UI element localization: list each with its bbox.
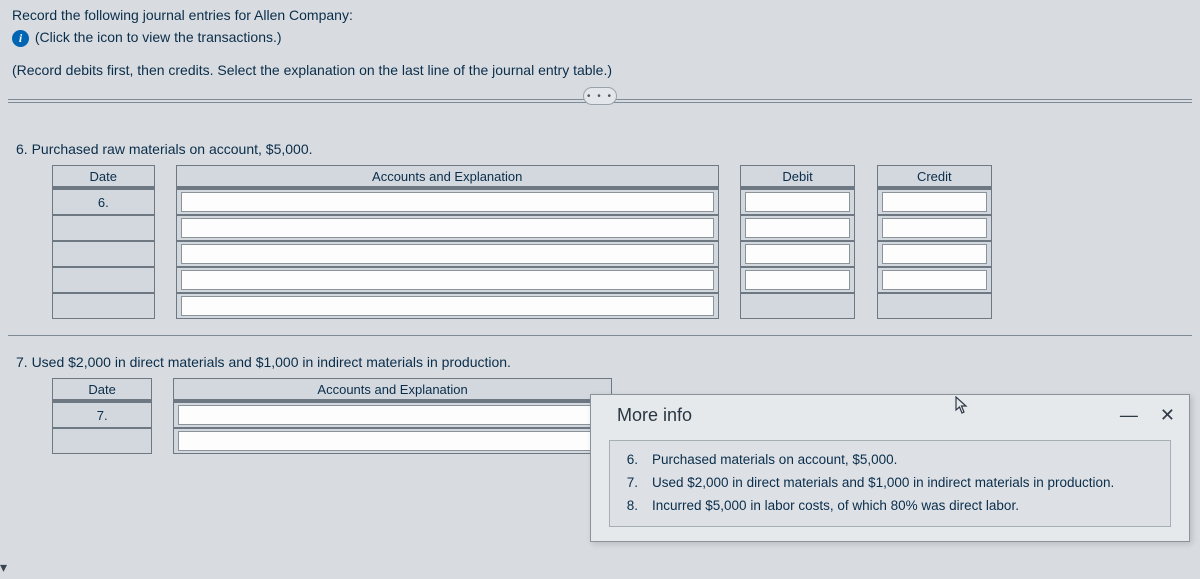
credit-input[interactable] (882, 244, 987, 264)
cell-debit (740, 241, 855, 267)
cursor-icon (955, 396, 971, 419)
scroll-down-icon[interactable]: ▾ (0, 559, 7, 576)
cell-credit (877, 241, 992, 267)
instruction-line-2-text: (Click the icon to view the transactions… (35, 29, 282, 45)
header-date: Date (52, 378, 152, 402)
gap (719, 165, 740, 189)
table-row (52, 241, 992, 267)
debit-input[interactable] (745, 244, 850, 264)
journal-table-7: Date Accounts and Explanation 7. (52, 378, 612, 454)
minimize-icon[interactable]: — (1120, 405, 1138, 426)
section-6: 6. Purchased raw materials on account, $… (16, 141, 1184, 319)
popup-row: 8. Incurred $5,000 in labor costs, of wh… (620, 495, 1160, 518)
table-row (52, 267, 992, 293)
cell-account (176, 189, 719, 215)
table-header-row: Date Accounts and Explanation Debit Cred… (52, 165, 992, 189)
cell-account (176, 215, 719, 241)
header-accounts: Accounts and Explanation (176, 165, 719, 189)
cell-credit (877, 189, 992, 215)
popup-row-text: Purchased materials on account, $5,000. (652, 449, 897, 472)
popup-content-box: 6. Purchased materials on account, $5,00… (609, 440, 1171, 527)
gap (155, 165, 176, 189)
popup-row: 7. Used $2,000 in direct materials and $… (620, 472, 1160, 495)
cell-account (173, 402, 612, 428)
account-select[interactable] (178, 431, 607, 451)
cell-account (176, 241, 719, 267)
popup-row-num: 8. (620, 495, 638, 518)
table-header-row: Date Accounts and Explanation (52, 378, 612, 402)
account-select[interactable] (181, 296, 714, 316)
more-info-popup: More info — ✕ 6. Purchased materials on … (590, 394, 1190, 542)
info-icon[interactable]: i (12, 30, 29, 47)
cell-credit (877, 215, 992, 241)
cell-debit (740, 293, 855, 319)
expand-pill[interactable]: • • • (583, 87, 617, 105)
cell-account (176, 293, 719, 319)
instruction-line-2: i (Click the icon to view the transactio… (12, 26, 1188, 48)
section-7-title: 7. Used $2,000 in direct materials and $… (16, 354, 1184, 370)
table-row (52, 428, 612, 454)
debit-input[interactable] (745, 218, 850, 238)
popup-row: 6. Purchased materials on account, $5,00… (620, 449, 1160, 472)
credit-input[interactable] (882, 270, 987, 290)
popup-row-num: 6. (620, 449, 638, 472)
cell-credit (877, 293, 992, 319)
cell-debit (740, 215, 855, 241)
popup-row-text: Incurred $5,000 in labor costs, of which… (652, 495, 1019, 518)
header-credit: Credit (877, 165, 992, 189)
journal-table-6: Date Accounts and Explanation Debit Cred… (52, 165, 992, 319)
cell-date (52, 215, 155, 241)
popup-body: 6. Purchased materials on account, $5,00… (591, 434, 1189, 541)
cell-account (176, 267, 719, 293)
table-row: 6. (52, 189, 992, 215)
account-select[interactable] (178, 405, 607, 425)
account-select[interactable] (181, 218, 714, 238)
popup-controls: — ✕ (1120, 405, 1175, 426)
popup-row-text: Used $2,000 in direct materials and $1,0… (652, 472, 1114, 495)
account-select[interactable] (181, 244, 714, 264)
cell-date: 6. (52, 189, 155, 215)
popup-header: More info — ✕ (591, 395, 1189, 434)
close-icon[interactable]: ✕ (1160, 405, 1175, 426)
cell-date (52, 241, 155, 267)
instruction-line-3: (Record debits first, then credits. Sele… (12, 59, 1188, 81)
instructions-block: Record the following journal entries for… (8, 4, 1192, 93)
account-select[interactable] (181, 192, 714, 212)
table-row: 7. (52, 402, 612, 428)
cell-date (52, 293, 155, 319)
table-row (52, 215, 992, 241)
debit-input[interactable] (745, 270, 850, 290)
header-debit: Debit (740, 165, 855, 189)
popup-row-num: 7. (620, 472, 638, 495)
credit-input[interactable] (882, 218, 987, 238)
account-select[interactable] (181, 270, 714, 290)
header-date: Date (52, 165, 155, 189)
instruction-line-1: Record the following journal entries for… (12, 4, 1188, 26)
cell-credit (877, 267, 992, 293)
divider-single (8, 335, 1192, 336)
cell-debit (740, 189, 855, 215)
cell-date: 7. (52, 402, 152, 428)
expand-pill-wrap: • • • (8, 87, 1192, 105)
cell-debit (740, 267, 855, 293)
table-row (52, 293, 992, 319)
section-6-title: 6. Purchased raw materials on account, $… (16, 141, 1184, 157)
cell-account (173, 428, 612, 454)
debit-input[interactable] (745, 192, 850, 212)
cell-date (52, 267, 155, 293)
popup-title: More info (617, 405, 692, 426)
cell-date (52, 428, 152, 454)
header-accounts: Accounts and Explanation (173, 378, 612, 402)
credit-input[interactable] (882, 192, 987, 212)
gap (855, 165, 876, 189)
